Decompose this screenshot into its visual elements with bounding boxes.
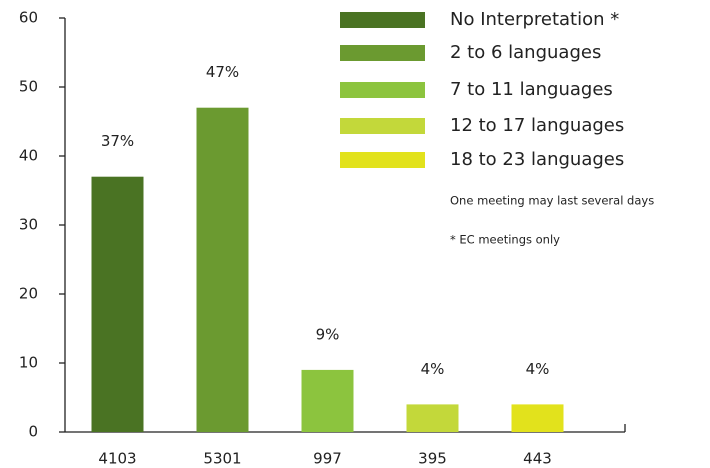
y-tick-label: 60 [19, 9, 38, 27]
annotation: One meeting may last several days [450, 194, 654, 208]
bar [301, 369, 354, 432]
value-label: 9% [316, 325, 340, 343]
y-tick-label: 0 [28, 423, 38, 441]
y-tick-label: 30 [19, 216, 38, 234]
value-label: 4% [421, 360, 445, 378]
legend-swatch [340, 12, 425, 28]
legend-swatch [340, 152, 425, 168]
bar [406, 404, 459, 432]
annotation: * EC meetings only [450, 233, 560, 247]
bar [511, 404, 564, 432]
bar [196, 107, 249, 432]
legend-label: 12 to 17 languages [450, 115, 624, 136]
value-label: 37% [101, 132, 134, 150]
legend-label: 2 to 6 languages [450, 42, 601, 63]
x-tick-label: 5301 [203, 450, 241, 468]
value-label: 47% [206, 63, 239, 81]
x-tick-label: 4103 [98, 450, 136, 468]
y-tick-label: 40 [19, 147, 38, 165]
x-tick-label: 997 [313, 450, 342, 468]
x-tick-label: 443 [523, 450, 552, 468]
x-tick-label: 395 [418, 450, 447, 468]
legend-swatch [340, 82, 425, 98]
legend-label: 18 to 23 languages [450, 149, 624, 170]
y-tick-label: 50 [19, 78, 38, 96]
y-tick-label: 20 [19, 285, 38, 303]
y-tick-label: 10 [19, 354, 38, 372]
legend-label: No Interpretation * [450, 9, 619, 30]
value-label: 4% [526, 360, 550, 378]
bar [91, 176, 144, 432]
legend-label: 7 to 11 languages [450, 79, 613, 100]
legend-swatch [340, 45, 425, 61]
legend-swatch [340, 118, 425, 134]
